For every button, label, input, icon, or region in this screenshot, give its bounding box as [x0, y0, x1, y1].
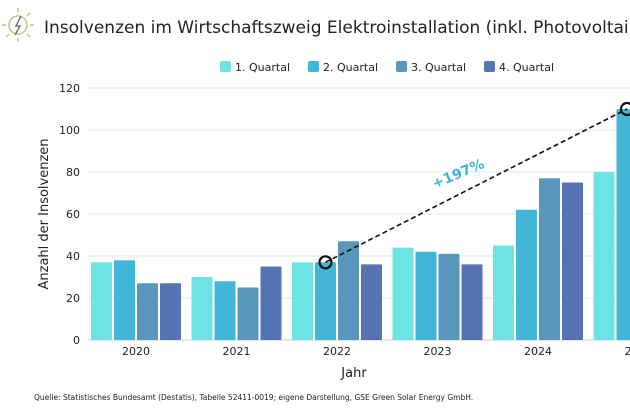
bar-2024-q2 — [516, 209, 537, 340]
growth-annotation: +197% — [430, 156, 487, 192]
y-tick-label: 60 — [66, 208, 80, 221]
legend-label: 2. Quartal — [323, 61, 378, 74]
bar-2025-q2 — [616, 109, 630, 340]
bar-2023-q2 — [415, 251, 437, 340]
bar-2024-q1 — [493, 245, 514, 340]
trend-marker — [619, 101, 630, 117]
trend-marker — [318, 255, 333, 270]
x-axis-label: Jahr — [340, 366, 367, 381]
bar-2022-q3 — [338, 241, 359, 340]
bar-2024-q3 — [539, 178, 560, 340]
x-tick-label: 2023 — [424, 345, 452, 358]
bar-2022-q2 — [315, 262, 336, 340]
bar-2020-q1 — [91, 262, 112, 340]
bar-2023-q1 — [392, 247, 414, 340]
bar-2022-q4 — [361, 264, 382, 340]
y-tick-label: 100 — [59, 124, 80, 137]
bar-2021-q4 — [260, 266, 282, 340]
bar-2022-q1 — [292, 262, 313, 340]
x-tick-label: 2022 — [323, 345, 351, 358]
legend-swatch — [220, 61, 231, 72]
x-tick-label: 2020 — [122, 345, 150, 358]
bar-2021-q2 — [214, 281, 236, 340]
y-tick-label: 20 — [66, 292, 80, 305]
legend-swatch — [396, 61, 407, 72]
bar-2020-q3 — [137, 283, 158, 340]
trend-line — [325, 108, 628, 264]
source-note: Quelle: Statistisches Bundesamt (Destati… — [34, 393, 473, 402]
sun-lightning-logo — [2, 8, 34, 42]
x-tick-label: 2024 — [524, 345, 552, 358]
bar-2020-q2 — [114, 260, 135, 340]
legend-label: 3. Quartal — [411, 61, 466, 74]
bar-2021-q1 — [191, 277, 213, 340]
y-tick-label: 0 — [73, 334, 80, 347]
bar-2021-q3 — [237, 287, 259, 340]
legend-label: 4. Quartal — [499, 61, 554, 74]
bar-2025-q1 — [593, 172, 615, 340]
legend-label: 1. Quartal — [235, 61, 290, 74]
chart-title: Insolvenzen im Wirtschaftszweig Elektroi… — [44, 18, 630, 38]
legend-swatch — [308, 61, 319, 72]
bar-2024-q4 — [562, 182, 583, 340]
bar-2020-q4 — [160, 283, 181, 340]
bar-2023-q3 — [438, 253, 460, 340]
x-tick-label: 2021 — [223, 345, 251, 358]
legend-swatch — [484, 61, 495, 72]
x-tick-label: 2025 — [625, 345, 630, 358]
y-tick-label: 80 — [66, 166, 80, 179]
y-tick-label: 40 — [66, 250, 80, 263]
y-axis-label: Anzahl der Insolvenzen — [37, 138, 52, 289]
bar-2023-q4 — [461, 264, 483, 340]
legend: 1. Quartal 2. Quartal 3. Quartal 4. Quartal — [220, 61, 554, 74]
y-tick-label: 120 — [59, 82, 80, 95]
